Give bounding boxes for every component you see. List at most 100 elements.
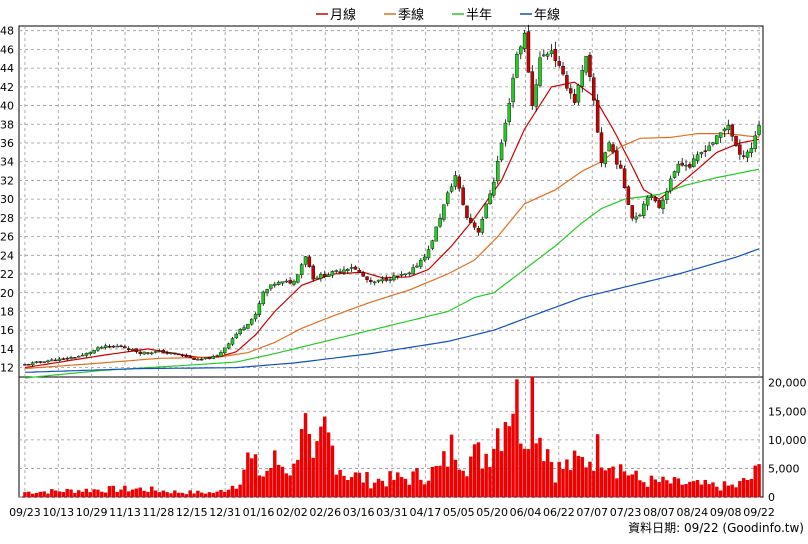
candle (595, 94, 600, 133)
volume-bar (334, 474, 338, 497)
candle-body (322, 273, 327, 277)
volume-bar (519, 443, 523, 497)
candle (511, 73, 515, 108)
candle-body (161, 350, 166, 354)
candle (84, 352, 89, 358)
volume-bar (672, 477, 677, 497)
volume-bar (557, 461, 561, 497)
candle-body (568, 88, 573, 94)
candle-body (338, 271, 342, 273)
candle-body (607, 142, 611, 152)
candle (307, 254, 312, 268)
candle (315, 275, 319, 280)
candle-body (480, 219, 485, 233)
volume-bar (323, 416, 327, 497)
candle-body (196, 358, 200, 361)
volume-bar (592, 470, 596, 497)
candle-body (653, 197, 658, 202)
candle (668, 175, 673, 194)
candle (438, 213, 442, 228)
candle-body (757, 125, 761, 135)
volume-bar (745, 479, 750, 497)
candle-body (503, 122, 508, 142)
candle (219, 350, 223, 357)
price-tick-label-1: 14 (0, 343, 14, 356)
candle (657, 198, 661, 210)
candle (249, 318, 254, 326)
volume-bar (261, 476, 265, 497)
volume-bar (100, 491, 104, 497)
legend-label-0: 月線 (330, 7, 356, 23)
axes: 12 14 16 18 20 22 24 26 28 30 32 34 36 38 40 42 44 46 48 09… (0, 25, 807, 519)
candle-body (76, 356, 81, 358)
volume-bar (388, 471, 392, 497)
price-panel-frame (18, 25, 764, 378)
volume-bar (511, 413, 515, 497)
candle (653, 195, 658, 203)
candle-body (530, 71, 535, 106)
candle (503, 119, 508, 147)
candle (465, 205, 469, 221)
candle (626, 185, 631, 206)
candle (442, 204, 446, 222)
candle-body (107, 346, 112, 348)
volume-bar (153, 490, 158, 497)
x-tick-label-14: 05/20 (476, 506, 508, 519)
legend: 月線 季線 半年 年線 (316, 7, 560, 23)
volume-bar (119, 489, 123, 497)
volume-bar (184, 494, 189, 497)
candle-body (396, 275, 400, 278)
candle (580, 64, 585, 93)
volume-bar (38, 491, 43, 497)
volume-bar (146, 491, 150, 497)
legend-label-2: 半年 (466, 8, 492, 23)
volume-bar (269, 468, 273, 497)
candle-body (465, 205, 469, 218)
price-tick-label-14: 40 (0, 100, 14, 113)
price-tick-label-7: 26 (0, 231, 14, 244)
candle (203, 357, 208, 360)
volume-bar (126, 491, 131, 497)
volume-bar (215, 491, 219, 497)
volume-bar (365, 472, 369, 497)
candle (280, 281, 285, 286)
candle-body (123, 346, 127, 349)
volume-bar (399, 477, 404, 497)
volume-bar (338, 469, 342, 497)
candle-body (403, 273, 408, 276)
candle-body (545, 53, 550, 57)
candle-body (280, 281, 285, 284)
volume-bar (476, 442, 481, 497)
volume-bar (65, 488, 69, 497)
volume-bar (638, 480, 642, 497)
candle (69, 355, 73, 360)
volume-bar (276, 464, 281, 497)
candle (565, 71, 569, 91)
candle (365, 275, 369, 283)
candle-body (157, 350, 162, 353)
x-tick-label-12: 04/17 (410, 506, 442, 519)
candle (100, 345, 104, 350)
volume-bar (361, 482, 365, 497)
volume-bar (165, 492, 169, 497)
candle-body (353, 266, 358, 270)
candle-body (361, 272, 365, 277)
candle-body (680, 162, 684, 166)
volume-bar (534, 443, 538, 497)
candle (741, 150, 746, 160)
volume-bar (284, 473, 289, 497)
volume-bar (576, 455, 581, 497)
candle-body (100, 346, 104, 349)
candle-body (738, 144, 742, 155)
x-tick-label-2: 10/29 (76, 506, 108, 519)
candle-body (426, 249, 431, 259)
candle-body (472, 222, 477, 228)
candle (299, 262, 304, 279)
candle-body (142, 351, 146, 355)
candle-body (649, 196, 654, 198)
candle-body (703, 150, 708, 152)
volume-bar (649, 475, 654, 497)
candle-body (57, 358, 62, 361)
candle-body (192, 357, 196, 360)
volume-bar (484, 453, 488, 497)
